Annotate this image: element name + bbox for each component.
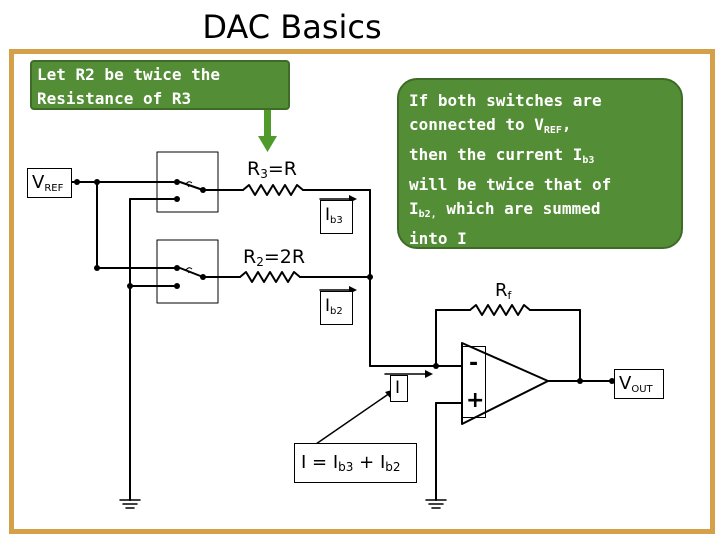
ground-symbol-left: [119, 499, 141, 509]
opamp-plus-label: +: [466, 388, 485, 413]
callout-down-arrow: [258, 110, 277, 152]
slide-frame: [9, 49, 715, 534]
callout-r2-line1: Let R2 be twice the: [37, 65, 221, 84]
resistor-rf: [469, 304, 531, 316]
callout-info-line1: If both switches are: [409, 91, 602, 110]
callout-info-line2: connected to VREF,: [409, 115, 572, 136]
callout-r2-note: Let R2 be twice the Resistance of R3: [30, 60, 290, 110]
equation-pointer: [315, 392, 391, 445]
ib3-label: Ib3: [320, 200, 353, 234]
switch-arm-r3: [179, 181, 204, 191]
current-equation: I = Ib3 + Ib2: [294, 443, 417, 483]
r2-label: R2=2R: [243, 246, 306, 269]
opamp-minus-label: -: [469, 351, 479, 376]
vref-label: VREF: [27, 168, 72, 198]
switch-arm-r2: [179, 267, 204, 278]
resistor-r2: [239, 271, 301, 283]
resistor-r3: [242, 184, 304, 196]
rf-label: Rf: [495, 280, 512, 302]
i-label: I: [390, 375, 408, 402]
callout-info-line4: will be twice that of: [409, 175, 612, 194]
r3-label: R3=R: [247, 158, 297, 181]
switch-box-r3: [156, 151, 219, 213]
callout-current-note: If both switches are connected to VREF, …: [397, 78, 683, 249]
callout-info-line3: then the current Ib3: [409, 145, 595, 166]
opamp-inputs-box: [462, 346, 486, 418]
callout-r2-line2: Resistance of R3: [37, 89, 192, 108]
junction-dots: [74, 179, 615, 384]
switch-box-r2: [156, 239, 219, 304]
callout-info-line6: into I: [409, 229, 467, 248]
callout-info-line5: Ib2, which are summed: [409, 199, 601, 220]
ground-symbol-right: [425, 499, 447, 509]
ib2-label: Ib2: [320, 291, 353, 325]
page-title: DAC Basics: [202, 8, 382, 46]
vout-label: VOUT: [614, 369, 664, 399]
